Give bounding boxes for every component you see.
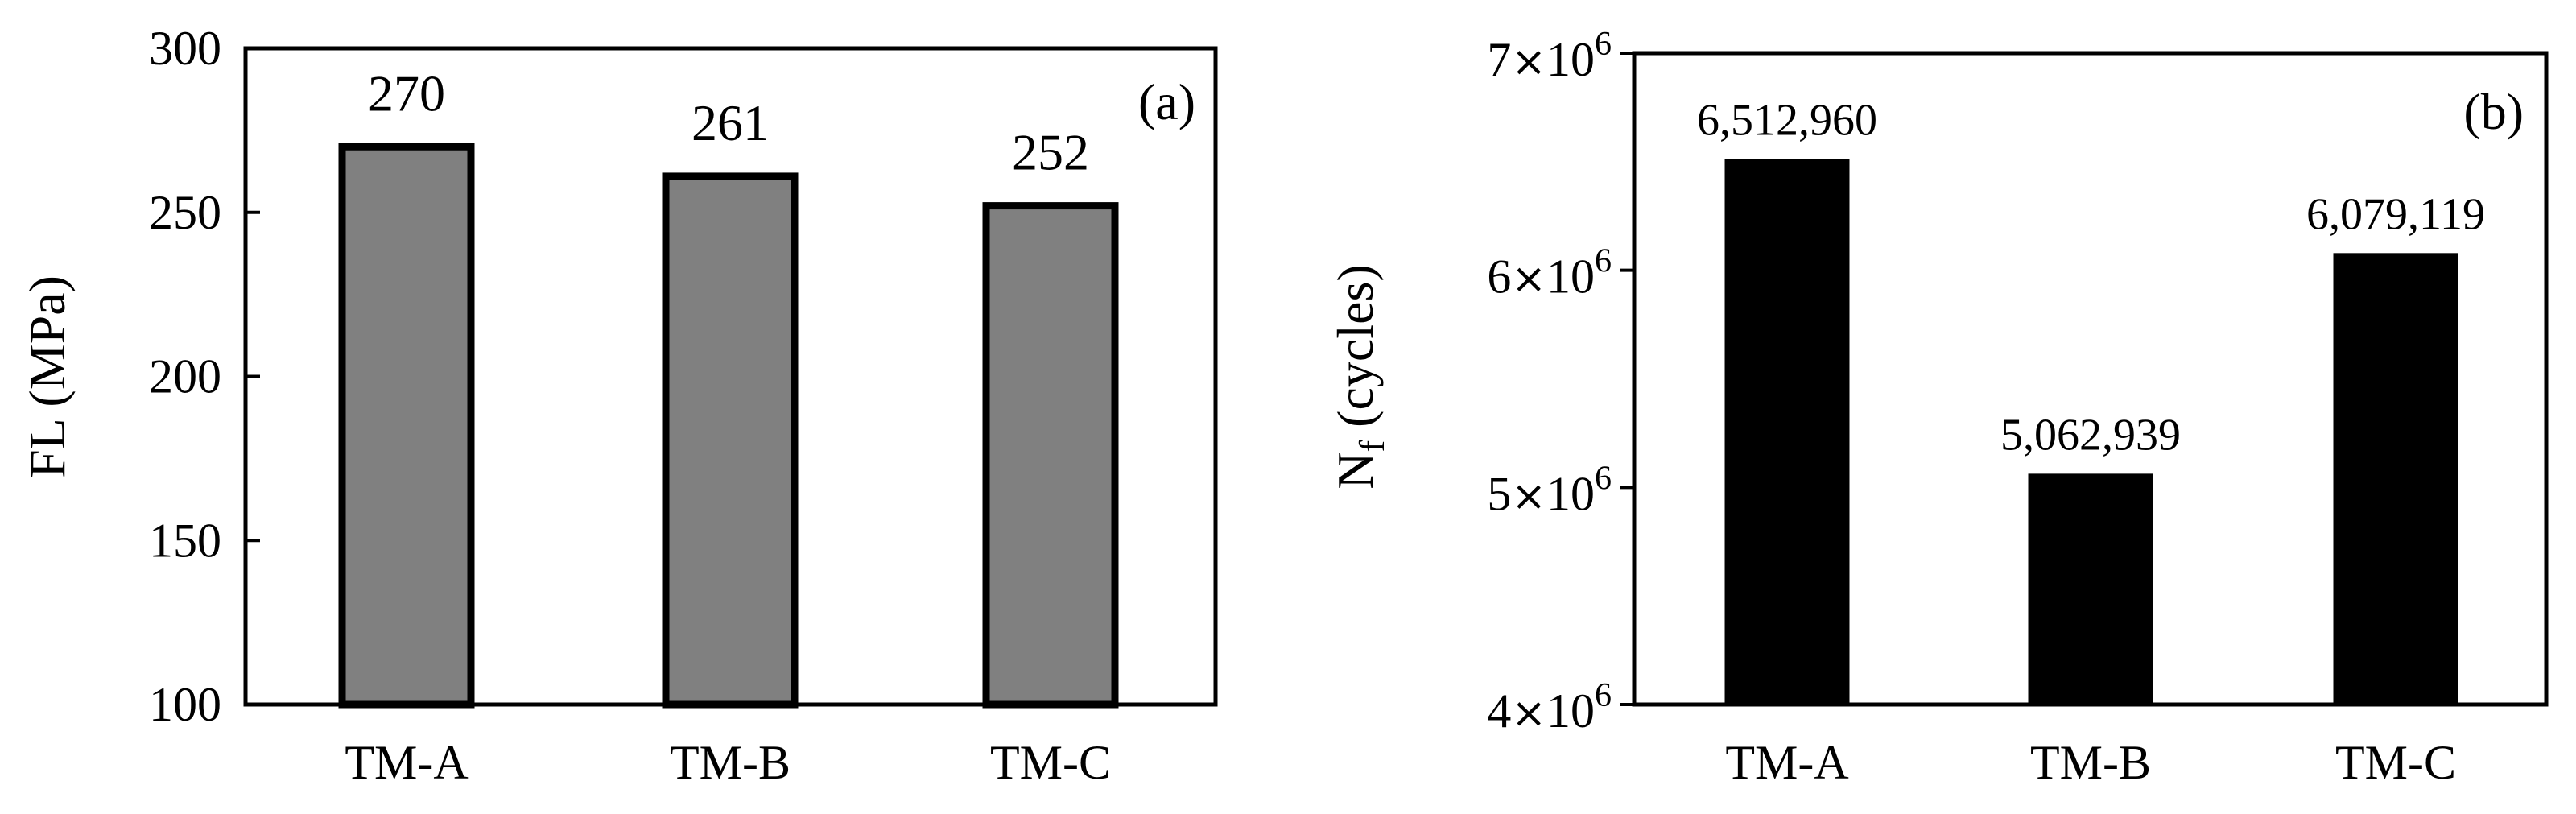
y-axis-title-a: FL (MPa)	[19, 275, 76, 478]
value-labels-a: 270 261 252	[368, 64, 1089, 180]
chart-panel-a: 100 150 200 250 300 TM-A TM-B TM-C 270 261 252 (…	[19, 22, 1218, 789]
bar-tm-c	[2333, 253, 2458, 705]
bar-tm-b	[662, 172, 799, 709]
y-axis-title-b-suffix: (cycles)	[1327, 264, 1384, 440]
value-label-tm-a: 270	[368, 64, 445, 122]
bar-tm-b	[2028, 473, 2153, 705]
y-tick-label: 7×106	[1487, 26, 1612, 86]
value-labels-b: 6,512,960 5,062,939 6,079,119	[1697, 95, 2485, 460]
y-axis-ticks-b: 4×106 5×106 6×106 7×106	[1487, 26, 1634, 738]
bars-b	[1724, 159, 2458, 705]
y-tick-label: 300	[149, 22, 221, 75]
bars-a	[338, 143, 1119, 709]
y-tick-label: 100	[149, 678, 221, 731]
x-tick-label-tm-b: TM-B	[670, 736, 791, 789]
value-label-tm-c: 6,079,119	[2306, 189, 2485, 239]
value-label-tm-a: 6,512,960	[1697, 95, 1877, 145]
bar-tm-a	[1724, 159, 1850, 705]
y-tick-label: 150	[149, 514, 221, 567]
x-tick-label-tm-a: TM-A	[1725, 736, 1848, 789]
x-tick-label-tm-c: TM-C	[990, 736, 1111, 789]
value-label-tm-c: 252	[1012, 124, 1089, 181]
value-label-tm-b: 261	[691, 94, 769, 151]
bar-tm-c	[982, 202, 1119, 709]
x-tick-label-tm-c: TM-C	[2335, 736, 2456, 789]
y-tick-label: 200	[149, 350, 221, 403]
panel-label-b: (b)	[2463, 83, 2524, 140]
y-axis-title-b: Nf (cycles)	[1327, 264, 1392, 489]
y-axis-title-b-main: N	[1327, 452, 1384, 489]
panel-label-a: (a)	[1138, 73, 1195, 130]
bar-tm-a	[338, 143, 475, 709]
chart-panel-b: 4×106 5×106 6×106 7×106 TM-A TM-B TM-C 6,512,…	[1327, 26, 2549, 789]
y-axis-title-b-subscript: f	[1352, 440, 1392, 452]
y-tick-label: 250	[149, 186, 221, 239]
x-axis-labels-b: TM-A TM-B TM-C	[1725, 736, 2456, 789]
value-label-tm-b: 5,062,939	[2000, 410, 2181, 460]
y-tick-label: 6×106	[1487, 243, 1612, 304]
y-tick-label: 5×106	[1487, 460, 1612, 520]
x-axis-labels-a: TM-A TM-B TM-C	[345, 736, 1111, 789]
x-tick-label-tm-b: TM-B	[2030, 736, 2151, 789]
y-axis-ticks-a: 100 150 200 250 300	[149, 22, 260, 731]
x-tick-label-tm-a: TM-A	[345, 736, 468, 789]
y-tick-label: 4×106	[1487, 677, 1612, 738]
